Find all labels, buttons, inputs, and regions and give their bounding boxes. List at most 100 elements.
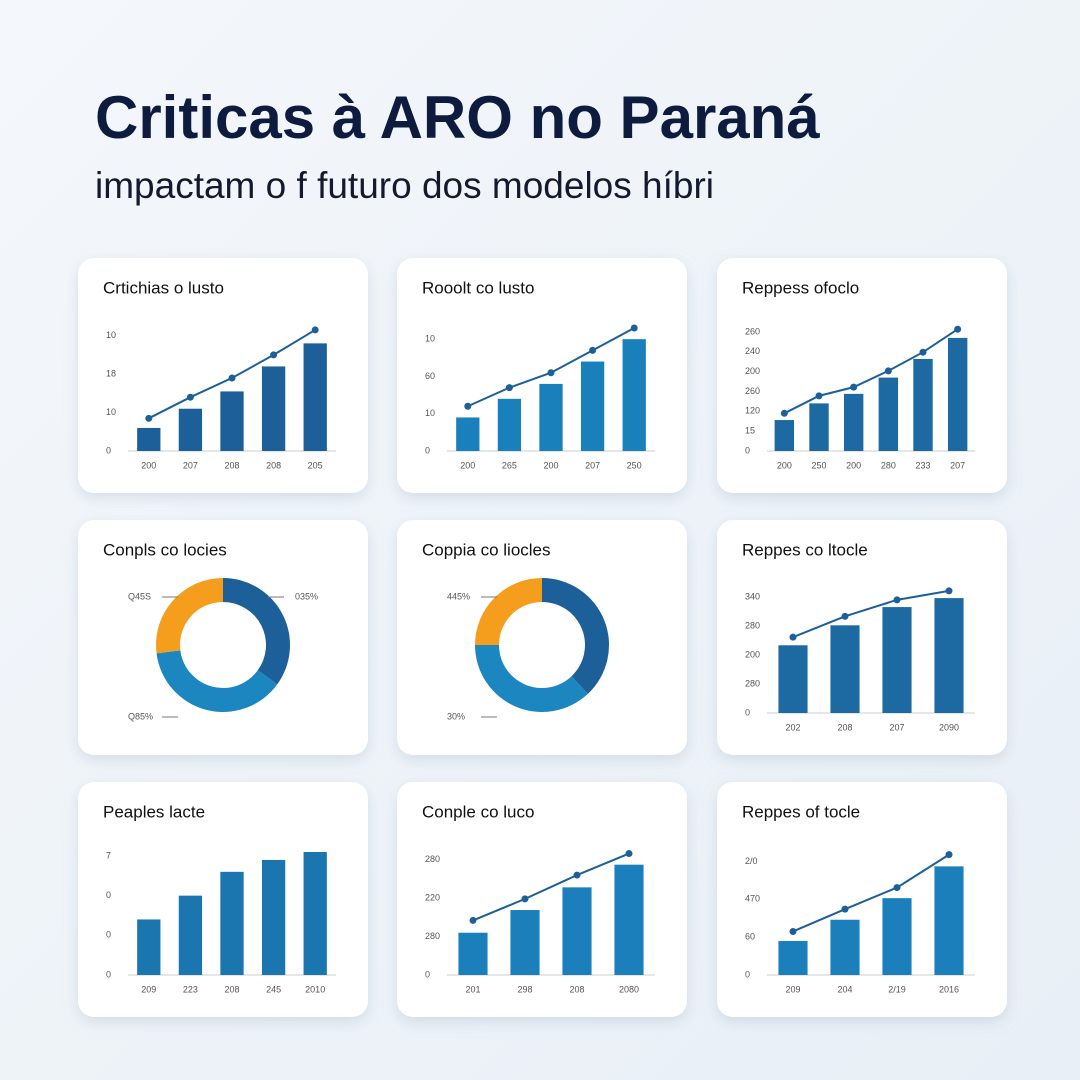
x-tick-label: 200 [141, 460, 156, 470]
point [270, 351, 278, 359]
bar [882, 607, 912, 713]
point [625, 850, 633, 858]
x-tick-label: 201 [465, 984, 480, 994]
y-tick-label: 2/0 [745, 856, 758, 866]
point [789, 633, 797, 641]
y-tick-label: 60 [425, 371, 435, 381]
y-tick-label: 260 [745, 386, 760, 396]
bar [614, 864, 644, 975]
point [505, 384, 513, 392]
y-tick-label: 10 [106, 407, 116, 417]
donut-segment [156, 650, 278, 712]
donut-segment [223, 578, 290, 685]
y-tick-label: 0 [106, 930, 111, 940]
x-tick-label: 209 [785, 984, 800, 994]
y-tick-label: 340 [745, 592, 760, 602]
chart-title: Coppia co liocles [422, 540, 551, 559]
y-tick-label: 240 [745, 346, 760, 356]
x-tick-label: 233 [915, 460, 930, 470]
card [78, 520, 368, 755]
y-tick-label: 60 [745, 932, 755, 942]
x-tick-label: 200 [460, 460, 475, 470]
chart-title: Reppes co ltocle [742, 540, 868, 559]
bar [913, 358, 933, 451]
bar [622, 339, 646, 451]
bar [830, 919, 860, 975]
chart-title: Rooolt co lusto [422, 278, 534, 297]
point [884, 367, 892, 375]
y-tick-label: 10 [425, 334, 435, 344]
point [919, 348, 927, 356]
y-tick-label: 0 [106, 969, 111, 979]
y-tick-label: 220 [425, 893, 440, 903]
y-tick-label: 120 [745, 406, 760, 416]
bar [178, 408, 203, 451]
bar [774, 420, 795, 451]
point [589, 346, 597, 354]
point [145, 414, 153, 422]
x-tick-label: 208 [266, 460, 281, 470]
x-tick-label: 2/19 [888, 984, 906, 994]
annotation: Q85% [128, 711, 153, 721]
x-tick-label: 200 [777, 460, 792, 470]
x-tick-label: 207 [183, 460, 198, 470]
point [893, 596, 901, 604]
chart-title: Reppes of tocle [742, 802, 860, 821]
point [630, 324, 638, 332]
x-tick-label: 280 [881, 460, 896, 470]
x-tick-label: 200 [543, 460, 558, 470]
x-tick-label: 250 [627, 460, 642, 470]
donut-segment [156, 578, 223, 654]
point [954, 325, 962, 333]
chart-title: Peaples lacte [103, 802, 205, 821]
bar [778, 940, 808, 975]
bar [137, 919, 161, 975]
page-subtitle: impactam o f futuro dos modelos híbri [95, 165, 714, 206]
y-tick-label: 470 [745, 894, 760, 904]
point [850, 383, 858, 391]
y-tick-label: 260 [745, 326, 760, 336]
page-title: Criticas à ARO no Paraná [95, 84, 820, 151]
x-tick-label: 200 [846, 460, 861, 470]
point [815, 392, 823, 400]
bar [178, 895, 203, 975]
x-tick-label: 208 [569, 984, 584, 994]
line [792, 853, 950, 933]
y-tick-label: 200 [745, 366, 760, 376]
y-tick-label: 280 [425, 931, 440, 941]
y-tick-label: 10 [106, 330, 116, 340]
x-tick-label: 2090 [939, 722, 959, 732]
y-tick-label: 18 [106, 369, 116, 379]
bar [220, 871, 244, 975]
bar [497, 398, 522, 451]
x-tick-label: 209 [141, 984, 156, 994]
bar [843, 393, 864, 451]
bar [303, 852, 327, 975]
point [547, 369, 555, 377]
y-tick-label: 0 [745, 445, 750, 455]
x-tick-label: 298 [517, 984, 532, 994]
y-tick-label: 0 [745, 969, 750, 979]
y-tick-label: 0 [425, 969, 430, 979]
point [186, 393, 194, 401]
donut-segment [475, 578, 542, 645]
x-tick-label: 2016 [939, 984, 959, 994]
bar [809, 403, 829, 451]
point [311, 326, 319, 334]
y-tick-label: 7 [106, 850, 111, 860]
x-tick-label: 208 [224, 460, 239, 470]
bar [510, 910, 540, 975]
point [573, 871, 581, 879]
bar [934, 866, 964, 975]
donut-segment [542, 578, 609, 694]
bar [303, 343, 327, 451]
annotation: 445% [447, 591, 470, 601]
bar [261, 859, 286, 975]
bar [580, 361, 605, 451]
bar [539, 383, 563, 451]
x-tick-label: 208 [224, 984, 239, 994]
x-tick-label: 250 [811, 460, 826, 470]
bar [137, 427, 161, 451]
chart-title: Conple co luco [422, 802, 534, 821]
